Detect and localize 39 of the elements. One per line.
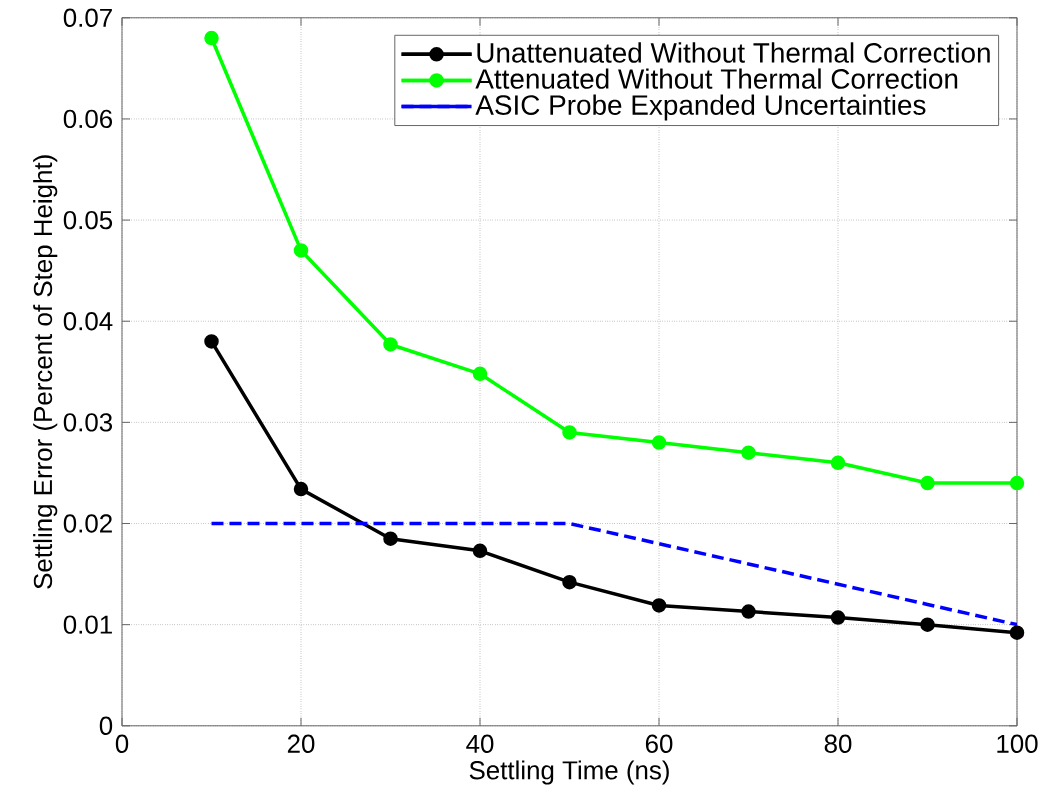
point	[472, 366, 488, 382]
point	[830, 455, 846, 471]
point	[1009, 475, 1025, 491]
point	[741, 445, 756, 461]
point	[741, 604, 756, 619]
y-tick-label: 0.02	[63, 514, 112, 533]
point	[383, 337, 398, 352]
point	[204, 30, 219, 46]
x-tick-label: 80	[824, 734, 852, 754]
y-tick-label: 0.05	[63, 211, 113, 230]
legend-label: Attenuated Without Thermal Correction	[475, 68, 958, 89]
y-tick-label: 0.03	[63, 413, 113, 432]
y-axis-title: Settling Error (Percent of Step Height)	[33, 155, 58, 589]
point	[562, 425, 577, 440]
legend-label: Unattenuated Without Thermal Correction	[477, 42, 990, 63]
point	[1009, 625, 1025, 641]
x-tick-label: 40	[466, 734, 494, 754]
point	[830, 610, 846, 625]
point	[920, 475, 935, 491]
x-tick-label: 20	[287, 734, 315, 754]
x-tick-label: 0	[115, 734, 129, 754]
x-tick-label: 100	[997, 734, 1038, 754]
y-tick-label: 0.04	[63, 312, 113, 331]
x-axis-title: Settling Time (ns)	[469, 760, 669, 785]
x-tick-label: 60	[645, 734, 673, 754]
y-tick-label: 0	[99, 716, 113, 736]
point	[383, 531, 398, 547]
legend-label: ASIC Probe Expanded Uncertainties	[475, 94, 926, 121]
point	[293, 481, 309, 497]
point	[204, 334, 219, 349]
point	[651, 435, 667, 450]
point	[920, 617, 935, 632]
y-tick-label: 0.01	[63, 615, 112, 634]
y-tick-label: 0.07	[63, 8, 112, 28]
point	[472, 543, 488, 559]
point	[562, 575, 577, 590]
point	[293, 243, 309, 258]
point	[651, 598, 667, 613]
y-tick-label: 0.06	[63, 109, 113, 129]
